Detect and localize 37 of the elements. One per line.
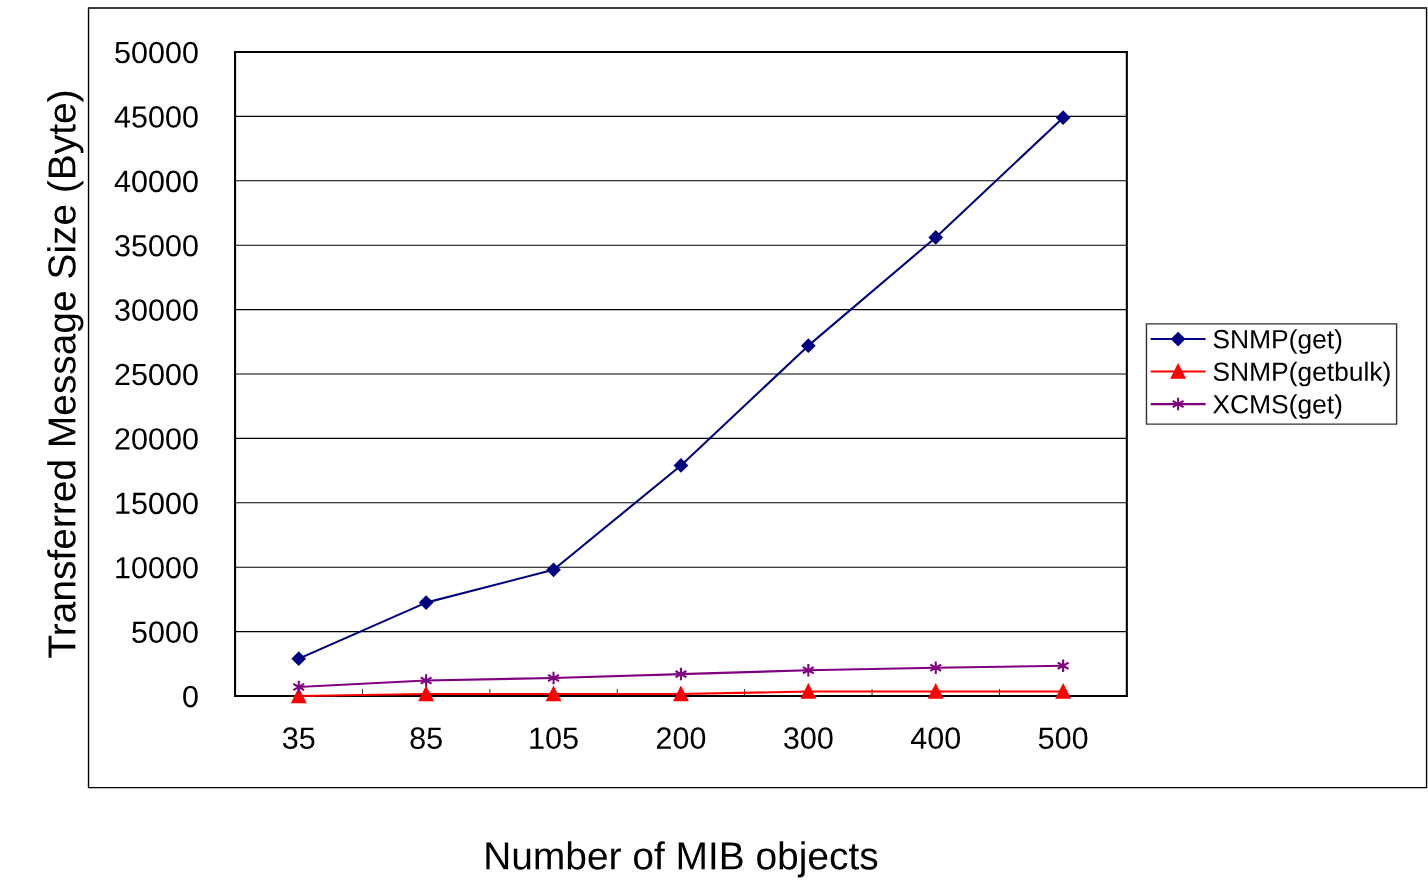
x-tick-label: 200 bbox=[656, 727, 706, 749]
x-tick-label: 300 bbox=[784, 727, 833, 749]
point bbox=[673, 686, 689, 702]
x-tick-label: 85 bbox=[410, 727, 442, 749]
y-tick-label: 30000 bbox=[115, 299, 198, 321]
y-tick-label: 50000 bbox=[115, 41, 198, 64]
y-tick-label: 40000 bbox=[114, 170, 198, 193]
x-tick-label: 500 bbox=[1038, 727, 1088, 749]
legend-label: SNMP(getbulk) bbox=[1213, 361, 1390, 387]
point bbox=[291, 688, 307, 704]
point bbox=[928, 230, 943, 245]
legend-label: XCMS(get) bbox=[1213, 394, 1342, 419]
point bbox=[1056, 110, 1071, 125]
y-tick-label: 25000 bbox=[115, 363, 198, 386]
x-tick-label: 105 bbox=[530, 727, 578, 749]
x-tick-label: 35 bbox=[282, 727, 315, 749]
y-tick-label: 15000 bbox=[116, 492, 198, 515]
point bbox=[928, 684, 944, 699]
y-tick-label: 45000 bbox=[114, 106, 198, 128]
y-tick-label: 20000 bbox=[115, 428, 198, 450]
point bbox=[801, 338, 816, 353]
point bbox=[801, 684, 816, 699]
point bbox=[674, 458, 688, 473]
point bbox=[1055, 684, 1071, 699]
y-axis-title: Transferred Message Size (Byte) bbox=[47, 91, 84, 658]
point bbox=[546, 562, 561, 577]
y-tick-label: 0 bbox=[183, 685, 198, 708]
point bbox=[419, 595, 434, 610]
y-tick-label: 35000 bbox=[115, 234, 198, 257]
x-axis-title: Number of MIB objects bbox=[486, 841, 878, 878]
x-tick-label: 400 bbox=[910, 727, 961, 749]
point bbox=[546, 686, 561, 702]
point bbox=[291, 651, 306, 666]
y-tick-label: 5000 bbox=[132, 621, 198, 643]
y-tick-label: 10000 bbox=[116, 556, 198, 579]
point bbox=[418, 686, 434, 702]
legend-label: SNMP(get) bbox=[1213, 329, 1342, 354]
